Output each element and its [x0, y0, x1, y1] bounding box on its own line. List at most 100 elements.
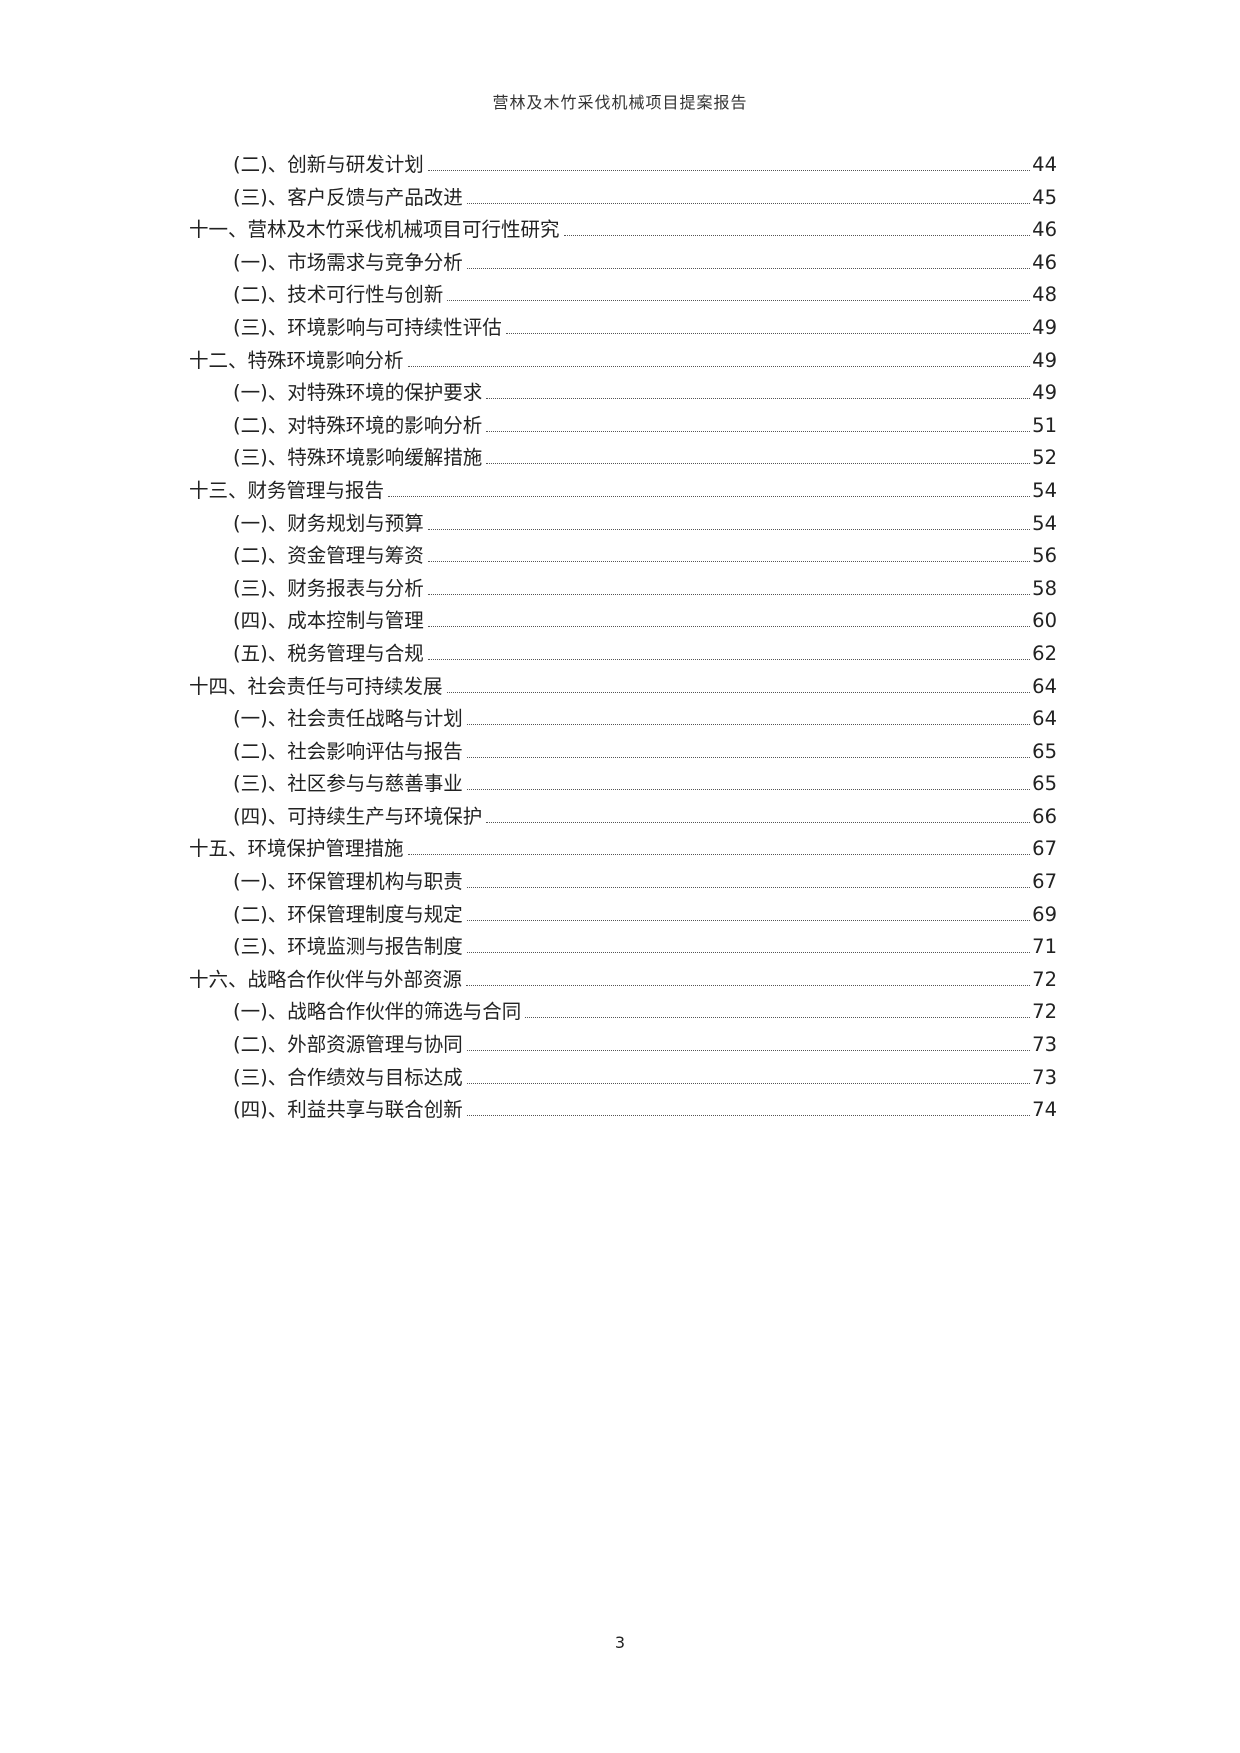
- toc-entry-title: (一)、环保管理机构与职责: [233, 870, 463, 894]
- toc-entry[interactable]: (二)、环保管理制度与规定 69: [189, 898, 1057, 931]
- toc-entry[interactable]: (三)、特殊环境影响缓解措施 52: [189, 441, 1057, 474]
- dot-leader: [466, 267, 1031, 269]
- dot-leader: [486, 463, 1031, 465]
- toc-entry-page: 73: [1032, 1065, 1057, 1089]
- toc-entry-page: 65: [1032, 772, 1057, 796]
- dot-leader: [466, 919, 1031, 921]
- toc-entry[interactable]: 十五、环境保护管理措施 67: [189, 832, 1057, 865]
- toc-entry[interactable]: 十四、社会责任与可持续发展 64: [189, 670, 1057, 703]
- toc-entry[interactable]: (一)、战略合作伙伴的筛选与合同 72: [189, 995, 1057, 1028]
- dot-leader: [446, 691, 1031, 693]
- dot-leader: [525, 1017, 1031, 1019]
- toc-entry-title: (四)、可持续生产与环境保护: [233, 804, 483, 828]
- toc-entry-title: (二)、对特殊环境的影响分析: [233, 413, 483, 437]
- document-header: 营林及木竹采伐机械项目提案报告: [492, 93, 748, 112]
- dot-leader: [427, 528, 1031, 530]
- toc-entry-title: (一)、对特殊环境的保护要求: [233, 381, 483, 405]
- toc-entry[interactable]: 十二、特殊环境影响分析 49: [189, 344, 1057, 377]
- toc-entry[interactable]: (五)、税务管理与合规 62: [189, 637, 1057, 670]
- dot-leader: [427, 170, 1031, 171]
- toc-entry-page: 45: [1032, 185, 1057, 209]
- toc-entry-title: (三)、环境影响与可持续性评估: [233, 315, 502, 339]
- toc-entry[interactable]: (三)、社区参与与慈善事业 65: [189, 767, 1057, 800]
- toc-entry-page: 44: [1032, 153, 1057, 176]
- toc-entry[interactable]: (三)、环境监测与报告制度 71: [189, 930, 1057, 963]
- toc-entry-title: (一)、市场需求与竞争分析: [233, 250, 463, 274]
- toc-entry-title: (一)、财务规划与预算: [233, 511, 424, 535]
- dot-leader: [466, 789, 1031, 791]
- toc-entry-title: (三)、财务报表与分析: [233, 576, 424, 600]
- toc-entry[interactable]: (二)、技术可行性与创新 48: [189, 278, 1057, 311]
- toc-entry-title: 十三、财务管理与报告: [189, 478, 385, 502]
- toc-entry[interactable]: 十三、财务管理与报告 54: [189, 474, 1057, 507]
- toc-entry-page: 64: [1032, 707, 1057, 731]
- toc-entry-title: 十四、社会责任与可持续发展: [189, 674, 443, 698]
- toc-entry[interactable]: (一)、对特殊环境的保护要求 49: [189, 376, 1057, 409]
- toc-entry[interactable]: (一)、市场需求与竞争分析 46: [189, 246, 1057, 279]
- toc-entry[interactable]: (三)、合作绩效与目标达成 73: [189, 1061, 1057, 1094]
- toc-entry-title: 十六、战略合作伙伴与外部资源: [189, 967, 463, 991]
- toc-entry[interactable]: (二)、资金管理与筹资 56: [189, 539, 1057, 572]
- dot-leader: [427, 593, 1031, 595]
- dot-leader: [486, 398, 1031, 400]
- table-of-contents: (二)、创新与研发计划 44 (三)、客户反馈与产品改进 45 十一、营林及木竹采伐机械…: [189, 148, 1057, 1126]
- toc-entry-title: (二)、创新与研发计划: [233, 153, 424, 176]
- toc-entry-page: 64: [1032, 674, 1057, 698]
- toc-entry[interactable]: (二)、对特殊环境的影响分析 51: [189, 409, 1057, 442]
- toc-entry-page: 71: [1032, 935, 1057, 959]
- toc-entry-page: 49: [1032, 315, 1057, 339]
- toc-entry-page: 52: [1032, 446, 1057, 470]
- toc-entry-title: (二)、社会影响评估与报告: [233, 739, 463, 763]
- toc-entry[interactable]: (三)、财务报表与分析 58: [189, 572, 1057, 605]
- toc-entry-title: (三)、环境监测与报告制度: [233, 935, 463, 959]
- toc-entry[interactable]: (三)、客户反馈与产品改进 45: [189, 181, 1057, 214]
- toc-entry-page: 65: [1032, 739, 1057, 763]
- toc-entry-page: 62: [1032, 641, 1057, 665]
- dot-leader: [466, 1050, 1031, 1052]
- toc-entry-title: (一)、社会责任战略与计划: [233, 707, 463, 731]
- toc-entry-page: 74: [1032, 1098, 1057, 1122]
- toc-entry-page: 73: [1032, 1033, 1057, 1057]
- toc-entry-title: (二)、资金管理与筹资: [233, 544, 424, 568]
- toc-entry-page: 72: [1032, 967, 1057, 991]
- page-number: 3: [614, 1633, 626, 1652]
- toc-entry-page: 56: [1032, 544, 1057, 568]
- dot-leader: [466, 1082, 1031, 1084]
- toc-entry[interactable]: (一)、环保管理机构与职责 67: [189, 865, 1057, 898]
- toc-entry-title: (三)、合作绩效与目标达成: [233, 1065, 463, 1089]
- toc-entry[interactable]: 十六、战略合作伙伴与外部资源 72: [189, 963, 1057, 996]
- toc-entry[interactable]: (三)、环境影响与可持续性评估 49: [189, 311, 1057, 344]
- toc-entry-page: 69: [1032, 902, 1057, 926]
- toc-entry[interactable]: (二)、社会影响评估与报告 65: [189, 735, 1057, 768]
- dot-leader: [486, 430, 1031, 432]
- toc-entry-page: 72: [1032, 1000, 1057, 1024]
- toc-entry-page: 46: [1032, 218, 1057, 242]
- dot-leader: [486, 821, 1031, 823]
- dot-leader: [466, 1115, 1031, 1117]
- toc-entry-page: 54: [1032, 511, 1057, 535]
- dot-leader: [563, 235, 1031, 237]
- toc-entry[interactable]: (一)、财务规划与预算 54: [189, 507, 1057, 540]
- toc-entry-page: 46: [1032, 250, 1057, 274]
- toc-entry-title: (一)、战略合作伙伴的筛选与合同: [233, 1000, 522, 1024]
- dot-leader: [447, 300, 1031, 302]
- toc-entry-page: 60: [1032, 609, 1057, 633]
- toc-entry[interactable]: (四)、可持续生产与环境保护 66: [189, 800, 1057, 833]
- dot-leader: [466, 952, 1031, 954]
- toc-entry[interactable]: (二)、外部资源管理与协同 73: [189, 1028, 1057, 1061]
- dot-leader: [388, 495, 1031, 497]
- toc-entry-page: 49: [1032, 381, 1057, 405]
- dot-leader: [466, 724, 1031, 726]
- toc-entry[interactable]: (一)、社会责任战略与计划 64: [189, 702, 1057, 735]
- dot-leader: [466, 984, 1031, 986]
- toc-entry-title: (三)、社区参与与慈善事业: [233, 772, 463, 796]
- dot-leader: [407, 365, 1031, 367]
- toc-entry-title: 十一、营林及木竹采伐机械项目可行性研究: [189, 218, 560, 242]
- toc-entry-title: 十五、环境保护管理措施: [189, 837, 404, 861]
- toc-entry[interactable]: (四)、成本控制与管理 60: [189, 604, 1057, 637]
- dot-leader: [427, 561, 1031, 563]
- toc-entry[interactable]: 十一、营林及木竹采伐机械项目可行性研究 46: [189, 213, 1057, 246]
- dot-leader: [466, 202, 1031, 204]
- toc-entry[interactable]: (二)、创新与研发计划 44: [189, 148, 1057, 181]
- toc-entry[interactable]: (四)、利益共享与联合创新 74: [189, 1093, 1057, 1126]
